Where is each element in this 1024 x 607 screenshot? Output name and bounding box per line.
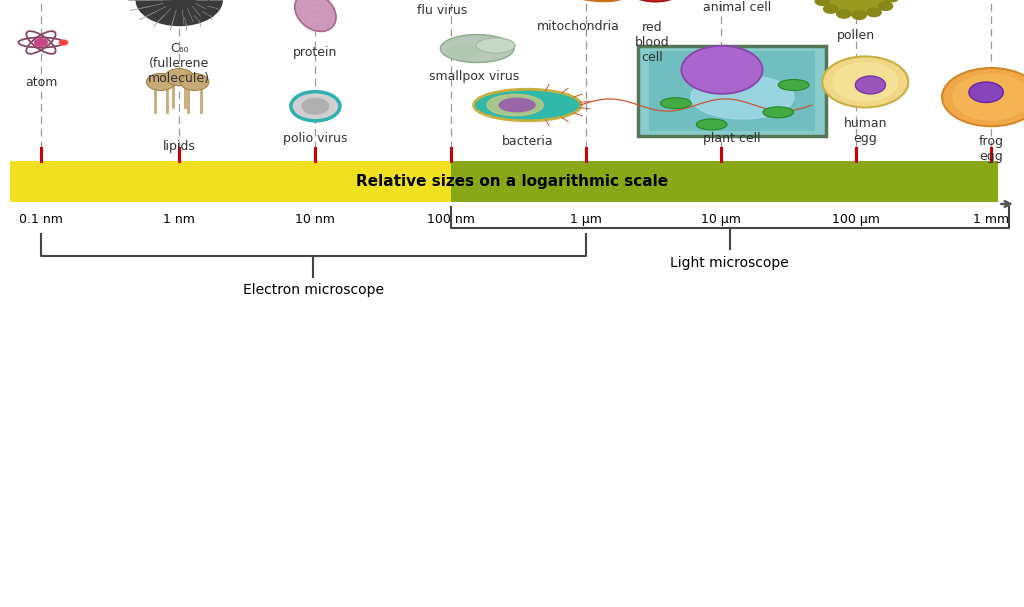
Circle shape — [815, 0, 829, 5]
Circle shape — [823, 5, 838, 13]
Text: 0.1 nm: 0.1 nm — [19, 213, 62, 226]
Text: bacteria: bacteria — [502, 135, 553, 148]
Text: Light microscope: Light microscope — [671, 256, 788, 270]
Circle shape — [291, 92, 340, 121]
Circle shape — [884, 0, 898, 2]
Circle shape — [953, 75, 1024, 120]
Ellipse shape — [295, 0, 336, 32]
Text: human
egg: human egg — [844, 117, 887, 145]
Text: 10 nm: 10 nm — [296, 213, 335, 226]
Text: plant cell: plant cell — [703, 132, 761, 144]
Text: 100 μm: 100 μm — [833, 213, 880, 226]
Circle shape — [855, 76, 886, 94]
Ellipse shape — [487, 94, 543, 115]
Circle shape — [866, 8, 881, 16]
Ellipse shape — [540, 0, 632, 1]
Circle shape — [852, 11, 866, 19]
Ellipse shape — [476, 38, 515, 53]
Circle shape — [302, 98, 329, 114]
Ellipse shape — [473, 89, 582, 121]
Ellipse shape — [447, 46, 476, 57]
Circle shape — [681, 46, 763, 94]
Text: lipids: lipids — [163, 140, 196, 152]
Text: 1 mm: 1 mm — [973, 213, 1010, 226]
Ellipse shape — [440, 35, 514, 63]
Ellipse shape — [696, 119, 727, 130]
Ellipse shape — [660, 98, 691, 109]
Ellipse shape — [691, 75, 794, 119]
Ellipse shape — [778, 80, 809, 90]
FancyBboxPatch shape — [10, 161, 451, 202]
Text: animal cell: animal cell — [703, 1, 771, 13]
Circle shape — [820, 0, 892, 15]
FancyBboxPatch shape — [451, 161, 998, 202]
Circle shape — [879, 2, 893, 10]
Text: Electron microscope: Electron microscope — [243, 283, 384, 297]
Text: frog
egg: frog egg — [979, 135, 1004, 163]
Text: mitochondria: mitochondria — [538, 20, 620, 33]
Text: 1 nm: 1 nm — [163, 213, 196, 226]
Circle shape — [136, 0, 222, 25]
FancyBboxPatch shape — [649, 52, 815, 131]
Text: Relative sizes on a logarithmic scale: Relative sizes on a logarithmic scale — [356, 174, 668, 189]
Text: 100 nm: 100 nm — [427, 213, 474, 226]
Text: pollen: pollen — [837, 29, 876, 41]
Circle shape — [59, 40, 68, 45]
Ellipse shape — [763, 107, 794, 118]
Circle shape — [969, 82, 1004, 103]
Circle shape — [837, 10, 851, 18]
Text: polio virus: polio virus — [284, 132, 347, 144]
Text: flu virus: flu virus — [417, 4, 468, 17]
Circle shape — [942, 68, 1024, 126]
FancyBboxPatch shape — [638, 46, 826, 136]
Text: atom: atom — [25, 76, 57, 89]
Circle shape — [834, 63, 897, 101]
Text: protein: protein — [293, 46, 338, 58]
Circle shape — [822, 56, 908, 107]
Circle shape — [35, 39, 47, 46]
Ellipse shape — [500, 98, 535, 112]
Circle shape — [180, 73, 209, 90]
Circle shape — [146, 73, 175, 90]
Circle shape — [622, 0, 689, 2]
Text: smallpox virus: smallpox virus — [429, 70, 519, 83]
Text: 10 μm: 10 μm — [701, 213, 740, 226]
Text: C₆₀
(fullerene
molecule): C₆₀ (fullerene molecule) — [148, 42, 210, 86]
Text: red
blood
cell: red blood cell — [635, 21, 670, 64]
Circle shape — [165, 69, 194, 86]
Text: 1 μm: 1 μm — [569, 213, 602, 226]
